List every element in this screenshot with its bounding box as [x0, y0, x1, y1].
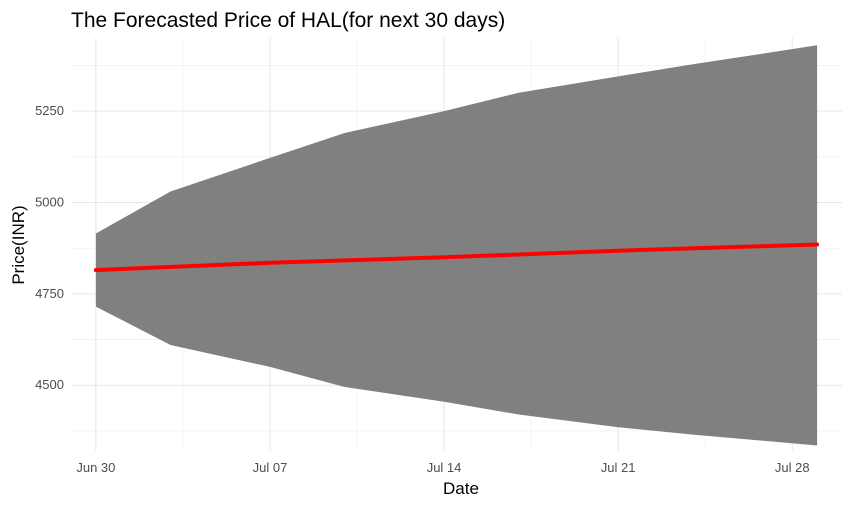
confidence-band	[95, 45, 818, 446]
y-tick-label: 4750	[35, 286, 64, 301]
chart-title: The Forecasted Price of HAL(for next 30 …	[71, 9, 505, 32]
x-tick-label: Jul 21	[601, 460, 636, 475]
y-tick-label: 4500	[35, 377, 64, 392]
forecast-line	[93, 242, 820, 273]
x-tick-label: Jun 30	[76, 460, 115, 475]
confidence-band-layer	[95, 45, 818, 446]
x-axis-title: Date	[443, 479, 479, 498]
x-tick-label: Jul 28	[775, 460, 810, 475]
y-tick-label: 5000	[35, 194, 64, 209]
y-axis-title: Price(INR)	[9, 205, 28, 284]
forecast-line-layer	[93, 242, 820, 273]
x-axis-ticks: Jun 30 Jul 07 Jul 14 Jul 21 Jul 28	[76, 460, 809, 475]
x-tick-label: Jul 07	[253, 460, 288, 475]
y-axis-ticks: 4500 4750 5000 5250	[35, 103, 64, 392]
y-tick-label: 5250	[35, 103, 64, 118]
x-tick-label: Jul 14	[427, 460, 462, 475]
